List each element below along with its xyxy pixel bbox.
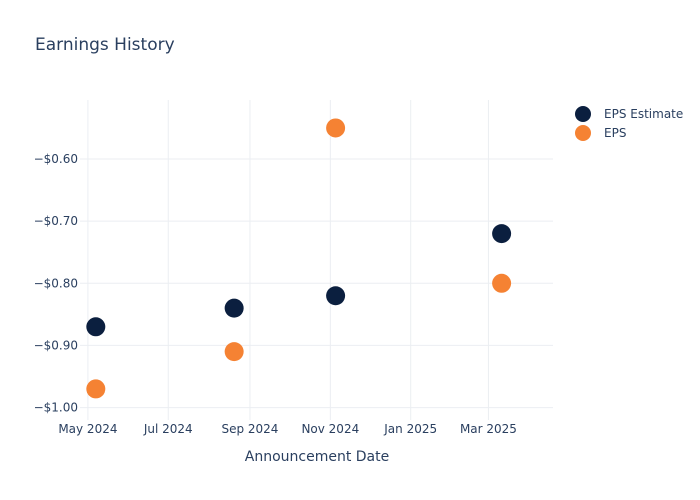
x-tick-label: Jul 2024 — [143, 422, 193, 436]
data-point-eps-estimate[interactable] — [492, 224, 512, 244]
data-point-eps[interactable] — [86, 379, 106, 399]
legend-label[interactable]: EPS Estimate — [604, 107, 683, 121]
data-point-eps[interactable] — [224, 342, 244, 362]
x-tick-label: Jan 2025 — [383, 422, 437, 436]
legend-marker[interactable] — [575, 106, 591, 122]
y-tick-label: −$1.00 — [34, 401, 78, 415]
legend[interactable]: EPS Estimate EPS — [575, 106, 683, 141]
x-axis-label: Announcement Date — [245, 449, 389, 465]
legend-label[interactable]: EPS — [604, 126, 626, 140]
x-tick-label: Mar 2025 — [460, 422, 517, 436]
axis-ticks: May 2024 Jul 2024 Sep 2024 Nov 2024 Jan 2025… — [34, 152, 517, 436]
x-tick-label: Nov 2024 — [301, 422, 359, 436]
data-point-eps-estimate[interactable] — [224, 298, 244, 318]
data-point-eps[interactable] — [492, 273, 512, 293]
data-point-eps-estimate[interactable] — [326, 286, 346, 306]
y-tick-label: −$0.80 — [34, 276, 78, 290]
x-tick-label: Sep 2024 — [221, 422, 278, 436]
grid-lines — [80, 100, 553, 420]
y-tick-label: −$0.90 — [34, 338, 78, 352]
data-point-eps-estimate[interactable] — [86, 317, 106, 337]
legend-marker[interactable] — [575, 125, 591, 141]
chart-title: Earnings History — [35, 35, 175, 55]
x-tick-label: May 2024 — [58, 422, 117, 436]
y-tick-label: −$0.70 — [34, 214, 78, 228]
data-point-eps[interactable] — [326, 118, 346, 138]
data-points[interactable] — [86, 118, 512, 399]
y-tick-label: −$0.60 — [34, 152, 78, 166]
